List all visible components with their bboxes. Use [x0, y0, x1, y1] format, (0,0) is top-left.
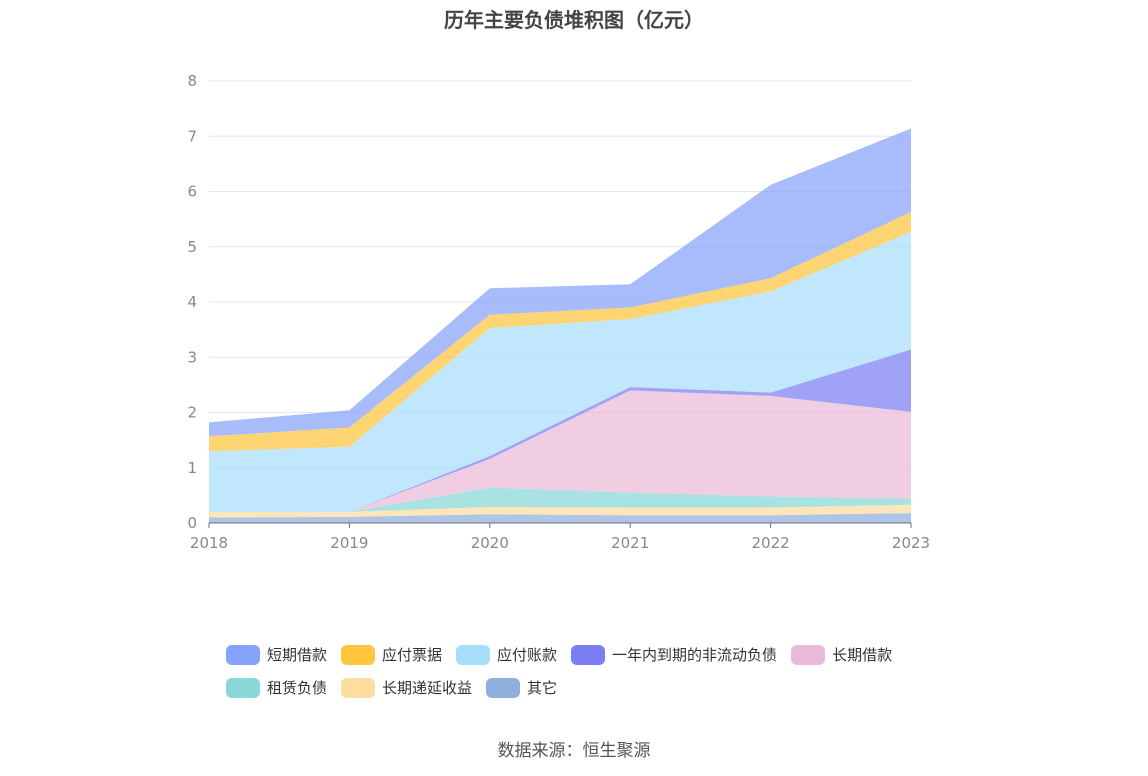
- legend-item[interactable]: 应付票据: [341, 644, 442, 665]
- x-tick-label: 2019: [330, 534, 368, 552]
- x-tick-label: 2020: [471, 534, 509, 552]
- legend-label: 租赁负债: [267, 679, 328, 697]
- legend-row-2: 租赁负债 长期递延收益 其它: [226, 671, 946, 704]
- legend-swatch: [571, 644, 606, 665]
- x-tick-label: 2021: [611, 534, 649, 552]
- legend-item[interactable]: 长期借款: [791, 644, 892, 665]
- x-tick-label: 2018: [190, 534, 228, 552]
- y-tick-label: 0: [187, 514, 197, 532]
- legend-swatch: [226, 677, 260, 698]
- y-tick-label: 5: [187, 238, 197, 256]
- legend-item[interactable]: 短期借款: [226, 644, 327, 665]
- x-tick-label: 2022: [752, 534, 790, 552]
- y-tick-label: 1: [187, 459, 197, 477]
- legend-label: 一年内到期的非流动负债: [612, 646, 778, 664]
- area-租赁负债: [209, 487, 911, 512]
- legend-item[interactable]: 一年内到期的非流动负债: [571, 644, 777, 665]
- axes: 0 1 2 3 4 5 6 7 8 2018 2019 2020 2021 2022 2023: [187, 72, 930, 552]
- area-长期递延收益: [209, 504, 911, 518]
- legend-label: 长期递延收益: [382, 679, 473, 697]
- legend-item[interactable]: 其它: [486, 677, 557, 698]
- y-tick-label: 7: [187, 127, 197, 145]
- y-tick-label: 4: [187, 293, 197, 311]
- legend-swatch: [226, 644, 260, 665]
- legend-swatch: [341, 677, 376, 698]
- legend-swatch: [791, 644, 826, 665]
- source-note: 数据来源：恒生聚源: [497, 741, 651, 761]
- area-长期借款: [209, 390, 911, 512]
- legend-item[interactable]: 租赁负债: [226, 677, 327, 698]
- legend-item[interactable]: 长期递延收益: [341, 677, 472, 698]
- legend-swatch: [456, 644, 491, 665]
- y-tick-label: 2: [187, 404, 197, 422]
- legend-row-1: 短期借款 应付票据 应付账款 一年内到期的非流动负债 长期借款: [226, 638, 946, 671]
- legend-label: 长期借款: [832, 646, 893, 664]
- y-tick-label: 6: [187, 183, 197, 201]
- legend-label: 应付票据: [382, 646, 443, 664]
- y-tick-label: 3: [187, 348, 197, 366]
- area-其它: [209, 513, 911, 523]
- legend-swatch: [486, 677, 521, 698]
- legend-label: 短期借款: [267, 646, 328, 664]
- area-series: [209, 128, 911, 523]
- legend-label: 其它: [527, 679, 558, 697]
- area-应付账款: [209, 231, 911, 512]
- legend-label: 应付账款: [497, 646, 558, 664]
- chart-title: 历年主要负债堆积图（亿元）: [444, 8, 704, 32]
- legend-swatch: [341, 644, 376, 665]
- legend: 短期借款 应付票据 应付账款 一年内到期的非流动负债 长期借款 租赁负债 长期递延收益 其它: [226, 638, 946, 704]
- y-tick-label: 8: [187, 72, 197, 90]
- x-tick-label: 2023: [892, 534, 930, 552]
- area-短期借款: [209, 128, 911, 437]
- legend-item[interactable]: 应付账款: [456, 644, 557, 665]
